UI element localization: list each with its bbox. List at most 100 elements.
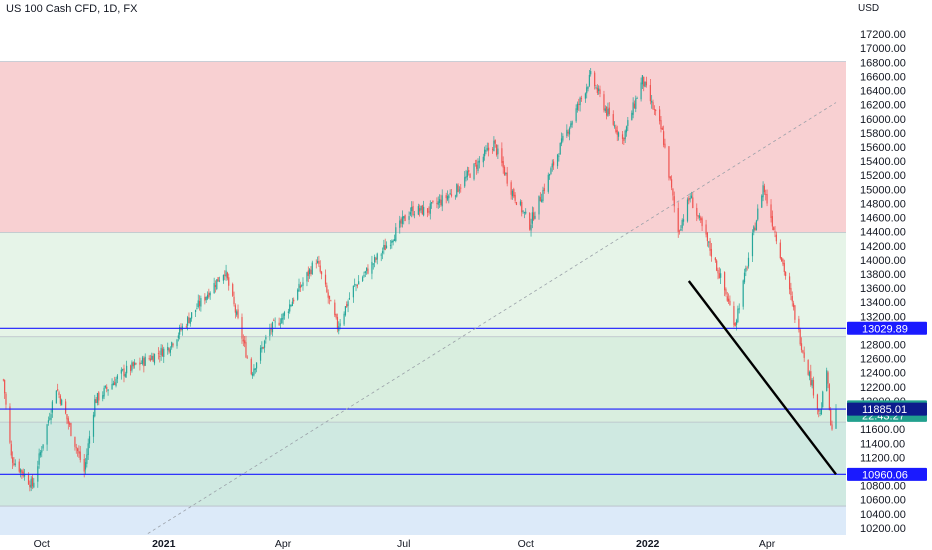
- candle-body: [12, 457, 14, 463]
- candle-body: [531, 212, 533, 224]
- candle-body: [649, 85, 651, 102]
- candle-body: [126, 365, 128, 374]
- candle-body: [160, 347, 162, 356]
- candle-body: [66, 414, 68, 420]
- candle-body: [141, 357, 144, 364]
- candle-body: [362, 277, 364, 282]
- candle-body: [391, 240, 393, 243]
- candle-body: [779, 242, 781, 259]
- candle-body: [735, 320, 738, 325]
- candle-body: [438, 199, 441, 203]
- candle-body: [409, 212, 411, 215]
- candle-body: [228, 277, 230, 286]
- candle-body: [660, 120, 662, 129]
- candle-body: [488, 147, 490, 151]
- candle-body: [10, 444, 12, 456]
- candle-body: [724, 272, 726, 291]
- candle-body: [570, 123, 572, 128]
- candle-body: [773, 227, 775, 231]
- price-axis[interactable]: 10200.0010400.0010600.0010800.0011000.00…: [846, 0, 932, 550]
- candle-body: [161, 348, 164, 357]
- candle-body: [770, 204, 772, 219]
- candle-body: [83, 459, 85, 472]
- candle-body: [539, 197, 541, 202]
- candle-body: [346, 304, 348, 307]
- candle-body: [115, 379, 117, 386]
- downtrend-line[interactable]: [687, 280, 837, 476]
- candle-body: [568, 128, 571, 135]
- candle-body: [689, 197, 691, 200]
- candle-body: [743, 272, 746, 283]
- candle-body: [287, 311, 289, 313]
- candle-body: [344, 306, 347, 316]
- candle-body: [799, 329, 801, 345]
- candle-body: [510, 182, 512, 195]
- candle-body: [372, 263, 374, 265]
- price-zone-2: [0, 336, 846, 423]
- candle-body: [482, 156, 484, 163]
- candle-body: [747, 257, 750, 267]
- candle-body: [728, 298, 730, 302]
- candle-body: [198, 300, 201, 307]
- candle-body: [419, 208, 421, 212]
- candle-body: [375, 258, 377, 260]
- candle-body: [436, 203, 438, 204]
- candle-body: [177, 335, 179, 339]
- candle-body: [621, 134, 624, 139]
- price-axis-background: [846, 0, 932, 550]
- candle-body: [263, 340, 266, 348]
- candle-body: [131, 362, 133, 371]
- candle-body: [476, 164, 478, 169]
- candle-body: [514, 194, 516, 201]
- candle-body: [395, 227, 397, 241]
- candle-body: [152, 355, 154, 362]
- time-tick-label: Apr: [759, 538, 776, 550]
- candle-body: [197, 300, 199, 308]
- candle-body: [446, 196, 449, 200]
- time-axis[interactable]: Oct 2021 Apr Jul Oct 2022 Apr: [0, 535, 846, 550]
- candle-body: [617, 132, 620, 137]
- candle-body: [373, 257, 376, 263]
- candle-body: [612, 114, 614, 125]
- candle-body: [187, 317, 189, 326]
- candle-body: [781, 257, 783, 262]
- candle-body: [27, 475, 30, 485]
- candle-body: [289, 304, 291, 312]
- candle-body: [534, 215, 536, 219]
- candle-body: [400, 219, 402, 224]
- candle-body: [803, 352, 805, 358]
- candle-body: [111, 383, 113, 390]
- candle-body: [343, 313, 345, 325]
- candle-body: [808, 371, 811, 377]
- candle-body: [94, 399, 96, 417]
- candle-body: [636, 98, 638, 99]
- candle-body: [157, 353, 160, 355]
- candle-body: [791, 295, 793, 302]
- candle-body: [529, 213, 531, 230]
- candle-body: [678, 230, 681, 232]
- candle-body: [167, 346, 169, 351]
- candle-body: [613, 125, 616, 127]
- candle-body: [218, 280, 221, 282]
- candle-body: [466, 171, 468, 177]
- candle-body: [819, 413, 821, 414]
- candle-body: [327, 292, 329, 298]
- candle-body: [430, 202, 433, 204]
- price-tick-label: 13600.00: [860, 283, 906, 295]
- candle-body: [810, 371, 812, 385]
- candle-body: [560, 138, 563, 144]
- candle-body: [763, 185, 766, 193]
- candle-body: [384, 244, 386, 251]
- time-tick-label: 2021: [152, 538, 176, 550]
- candle-body: [216, 279, 218, 290]
- price-tag-0: [847, 321, 927, 335]
- candle-body: [464, 177, 466, 187]
- candle-body: [98, 392, 100, 401]
- candle-body: [576, 103, 579, 110]
- price-tag-label: 10960.06: [862, 469, 908, 481]
- candle-body: [746, 267, 748, 269]
- candle-body: [57, 389, 59, 391]
- candle-body: [191, 312, 193, 319]
- candle-body: [448, 195, 450, 199]
